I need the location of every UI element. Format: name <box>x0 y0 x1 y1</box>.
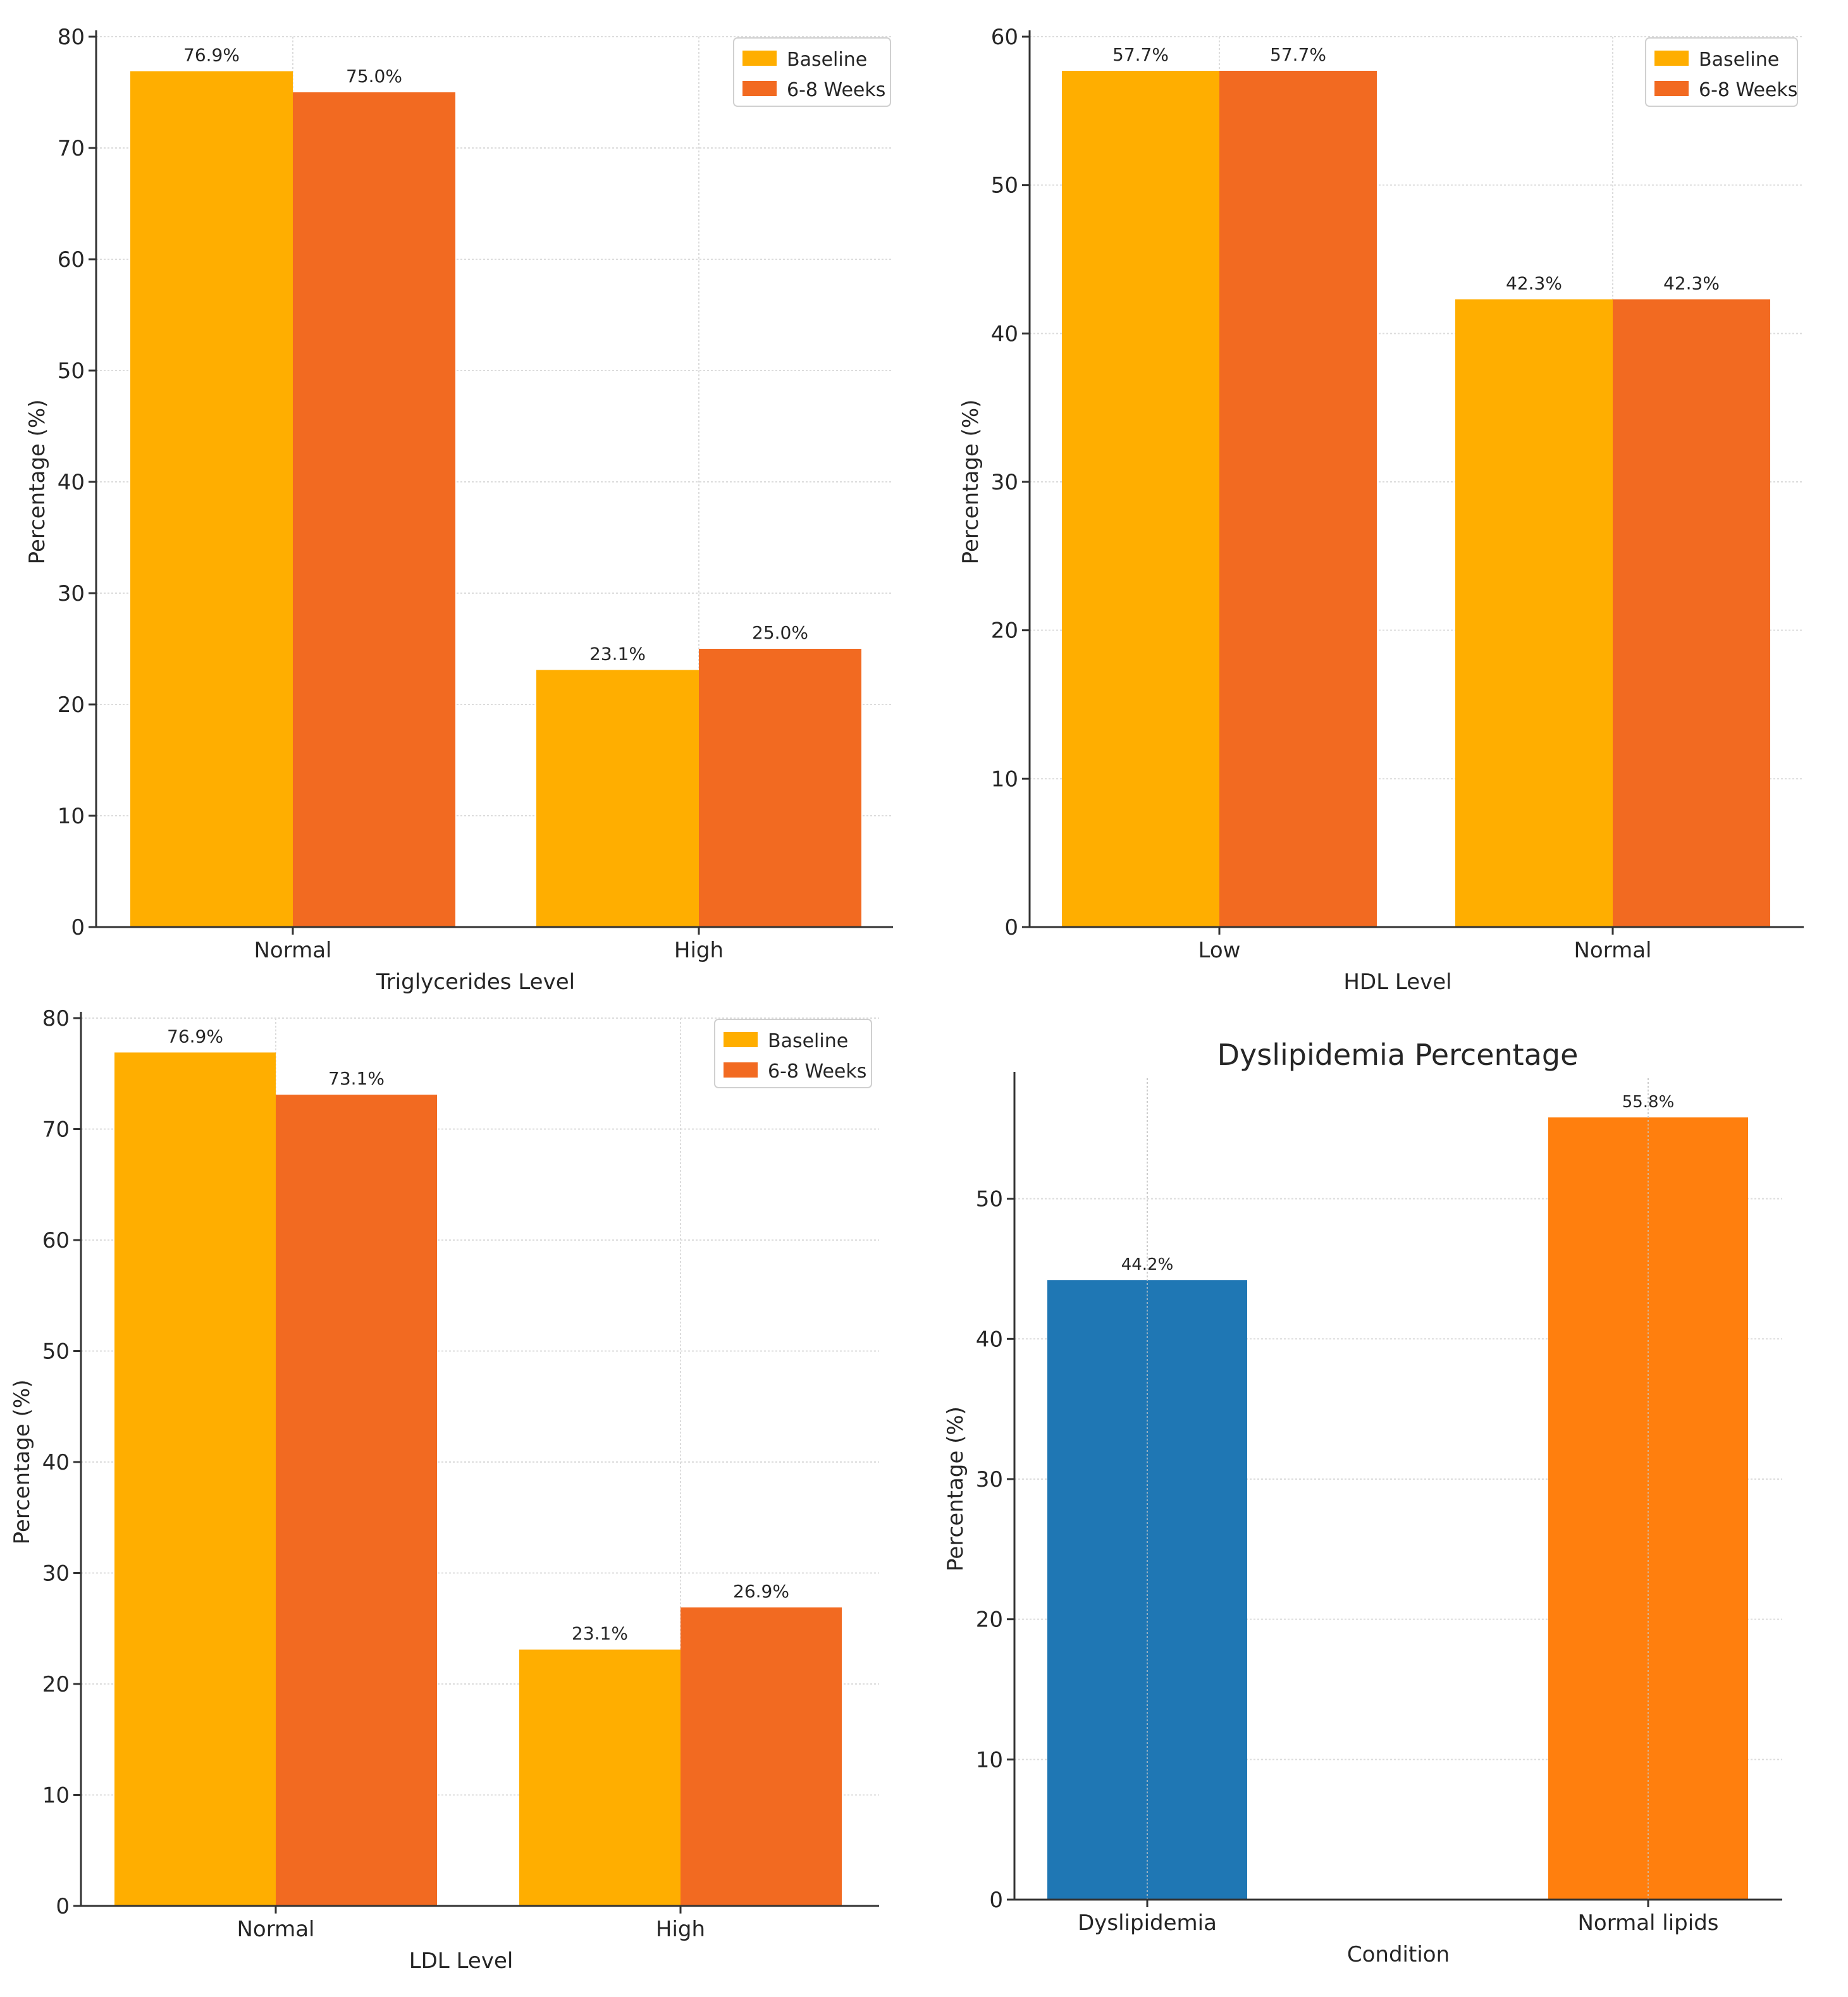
legend-swatch <box>724 1032 758 1047</box>
y-tick-label: 20 <box>58 692 85 718</box>
legend-label: 6-8 Weeks <box>768 1060 866 1083</box>
data-label: 73.1% <box>328 1068 385 1089</box>
x-axis-title: Triglycerides Level <box>376 969 575 995</box>
y-axis-title: Percentage (%) <box>943 1406 968 1571</box>
data-label: 76.9% <box>183 45 240 66</box>
legend-swatch <box>1654 51 1689 66</box>
y-axis-title: Percentage (%) <box>25 400 50 565</box>
y-tick-label: 60 <box>58 247 85 273</box>
y-tick-label: 40 <box>58 470 85 495</box>
legend-swatch <box>742 51 777 66</box>
x-tick-label: Normal <box>237 1917 314 1942</box>
bar-baseline-normal <box>1455 299 1613 927</box>
y-tick-label: 80 <box>58 25 85 50</box>
bar-baseline-low <box>1062 70 1219 927</box>
bar-baseline-high <box>536 670 699 927</box>
y-tick-label: 10 <box>976 1747 1003 1773</box>
data-label: 76.9% <box>167 1026 223 1047</box>
data-label: 42.3% <box>1506 273 1562 293</box>
y-tick-label: 0 <box>56 1894 70 1919</box>
bar-6-8-weeks-normal <box>276 1095 437 1906</box>
y-tick-label: 40 <box>42 1450 70 1475</box>
bar-6-8-weeks-high <box>681 1607 842 1906</box>
y-tick-label: 40 <box>991 321 1018 347</box>
x-axis-title: LDL Level <box>409 1948 514 1974</box>
x-tick-label: Dyslipidemia <box>1078 1910 1217 1936</box>
y-tick-label: 60 <box>42 1228 70 1253</box>
y-tick-label: 30 <box>42 1561 70 1587</box>
chart-ldl: 76.9% 23.1% 73.1% 26.9% 0 10 20 30 40 50 60 70 80 Nor… <box>9 1006 879 1974</box>
y-tick-label: 50 <box>976 1187 1003 1212</box>
x-tick-label: Normal lipids <box>1577 1910 1718 1936</box>
x-tick-label: Normal <box>254 938 331 963</box>
chart-title: Dyslipidemia Percentage <box>1217 1038 1579 1072</box>
y-tick-label: 30 <box>976 1467 1003 1492</box>
y-tick-label: 0 <box>1004 915 1018 940</box>
legend-label: Baseline <box>787 49 867 71</box>
legend-label: 6-8 Weeks <box>1699 79 1797 101</box>
legend-swatch <box>1654 81 1689 96</box>
data-label: 23.1% <box>589 643 646 664</box>
bar-baseline-normal <box>114 1052 276 1906</box>
bar-baseline-high <box>519 1649 681 1906</box>
y-tick-label: 40 <box>976 1327 1003 1352</box>
y-tick-label: 20 <box>976 1607 1003 1633</box>
bar-6-8-weeks-high <box>699 649 861 927</box>
x-tick-label: High <box>674 938 724 963</box>
legend-swatch <box>724 1062 758 1078</box>
legend-label: Baseline <box>768 1030 848 1052</box>
y-tick-label: 10 <box>991 766 1018 792</box>
y-axis-title: Percentage (%) <box>9 1380 35 1545</box>
data-label: 26.9% <box>733 1581 789 1602</box>
y-tick-label: 10 <box>42 1783 70 1809</box>
y-tick-label: 70 <box>58 136 85 161</box>
y-tick-label: 10 <box>58 804 85 829</box>
data-label: 23.1% <box>572 1623 628 1644</box>
x-tick-label: Normal <box>1574 938 1651 963</box>
bar-6-8-weeks-low <box>1219 70 1377 927</box>
y-tick-label: 50 <box>58 359 85 384</box>
chart-triglycerides: 76.9% 23.1% 75.0% 25.0% 0 10 20 30 40 50 60 70 80 Nor… <box>25 25 893 995</box>
y-tick-label: 20 <box>991 618 1018 644</box>
y-tick-label: 20 <box>42 1672 70 1697</box>
y-tick-label: 30 <box>58 581 85 606</box>
legend-label: 6-8 Weeks <box>787 79 885 101</box>
data-label: 75.0% <box>346 66 402 87</box>
y-tick-label: 30 <box>991 470 1018 495</box>
bar-6-8-weeks-normal <box>1613 299 1770 927</box>
y-axis-title: Percentage (%) <box>958 400 983 565</box>
y-tick-label: 80 <box>42 1006 70 1031</box>
x-tick-label: High <box>656 1917 705 1942</box>
bar-baseline-normal <box>130 71 293 927</box>
y-tick-label: 50 <box>42 1339 70 1365</box>
y-tick-label: 0 <box>71 915 85 940</box>
y-tick-label: 70 <box>42 1117 70 1143</box>
chart-hdl: 57.7% 42.3% 57.7% 42.3% 0 10 20 30 40 50 60 Low Norm… <box>958 25 1804 995</box>
data-label: 57.7% <box>1112 44 1169 65</box>
data-label: 42.3% <box>1663 273 1720 293</box>
bar-6-8-weeks-normal <box>293 92 455 927</box>
data-label: 57.7% <box>1270 44 1326 65</box>
legend-swatch <box>742 81 777 96</box>
x-axis-title: HDL Level <box>1343 969 1451 995</box>
x-tick-label: Low <box>1198 938 1241 963</box>
y-tick-label: 60 <box>991 25 1018 50</box>
y-tick-label: 0 <box>989 1888 1003 1913</box>
data-label: 25.0% <box>752 622 808 643</box>
legend-label: Baseline <box>1699 49 1779 71</box>
y-tick-label: 50 <box>991 173 1018 199</box>
x-axis-title: Condition <box>1347 1942 1450 1967</box>
